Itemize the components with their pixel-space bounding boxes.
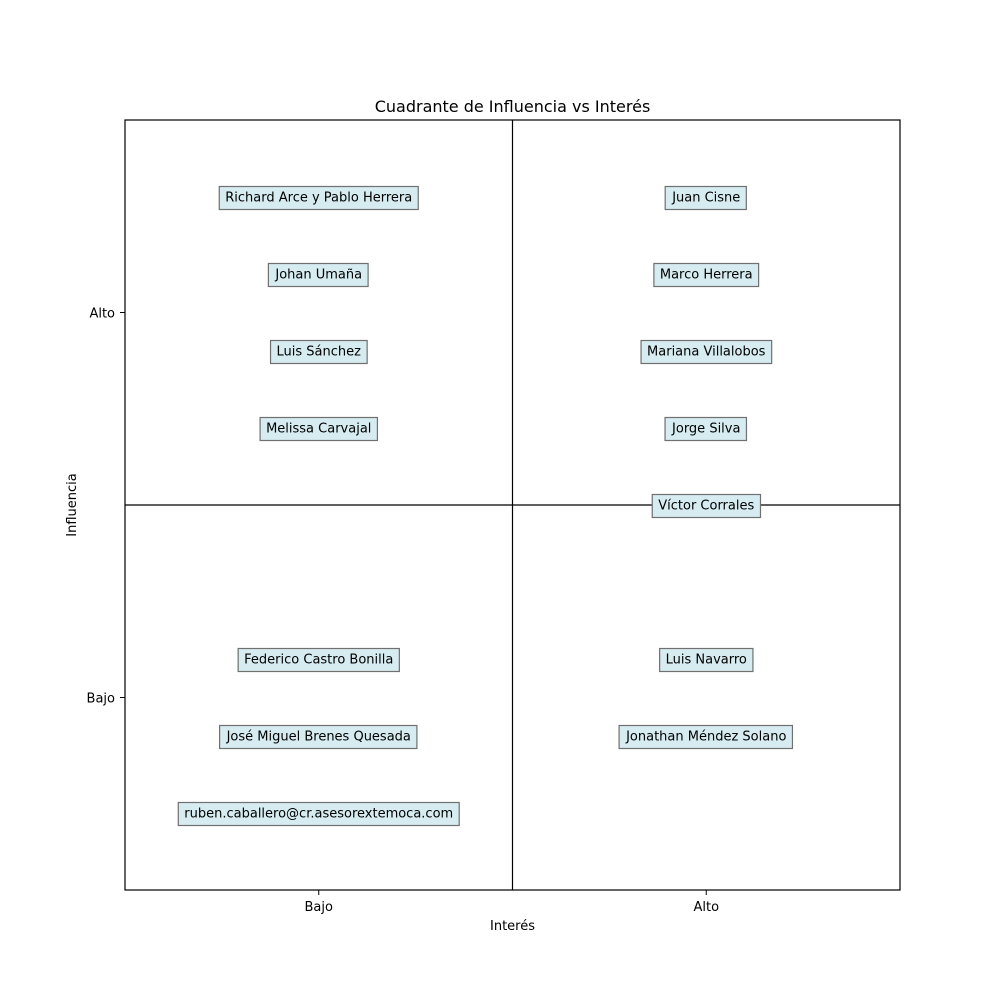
point-label-box: Juan Cisne [664, 185, 747, 211]
plot-frame [124, 119, 901, 891]
point-box [177, 801, 460, 827]
point-label-box: Mariana Villalobos [640, 339, 773, 365]
point-box [651, 493, 762, 519]
point-box [664, 185, 747, 211]
point-box [618, 724, 794, 750]
x-axis-label: Interés [490, 919, 535, 934]
point-box [218, 185, 419, 211]
point-label: Jorge Silva [671, 422, 740, 437]
point-label-box: Jorge Silva [664, 416, 748, 442]
point-label-box: Luis Navarro [659, 647, 754, 673]
point-label: Johan Umaña [274, 268, 362, 283]
y-tick-label: Bajo [87, 692, 115, 707]
point-label-box: Luis Sánchez [269, 339, 368, 365]
point-box [653, 262, 760, 288]
x-tick-label: Bajo [305, 900, 333, 915]
point-label-box: José Miguel Brenes Quesada [218, 724, 418, 750]
point-label: Juan Cisne [671, 191, 740, 206]
point-label-box: Federico Castro Bonilla [237, 647, 400, 673]
point-box [659, 647, 754, 673]
plot-area: Richard Arce y Pablo Herrera Johan Umaña L… [87, 119, 901, 915]
point-label-box: Johan Umaña [267, 262, 369, 288]
point-label-box: Víctor Corrales [651, 493, 762, 519]
point-label-box: Jonathan Méndez Solano [618, 724, 794, 750]
point-box [237, 647, 400, 673]
point-label: Luis Sánchez [277, 345, 362, 360]
point-box [640, 339, 773, 365]
point-label: Luis Navarro [666, 653, 747, 668]
point-box [269, 339, 368, 365]
chart-title: Cuadrante de Influencia vs Interés [375, 97, 651, 116]
point-label: Jonathan Méndez Solano [625, 730, 786, 745]
x-tick-label: Alto [693, 900, 719, 915]
point-label: Marco Herrera [660, 268, 753, 283]
point-label-box: Melissa Carvajal [259, 416, 379, 442]
point-label: Richard Arce y Pablo Herrera [225, 191, 412, 206]
point-label-box: Marco Herrera [653, 262, 760, 288]
point-label: Mariana Villalobos [647, 345, 766, 360]
point-box [664, 416, 748, 442]
point-label: Federico Castro Bonilla [244, 653, 393, 668]
y-tick-label: Alto [89, 307, 115, 322]
point-label-box: Richard Arce y Pablo Herrera [218, 185, 419, 211]
point-label: Víctor Corrales [658, 499, 754, 514]
point-label-box: ruben.caballero@cr.asesorextemoca.com [177, 801, 460, 827]
y-axis-label: Influencia [65, 473, 80, 536]
point-label: ruben.caballero@cr.asesorextemoca.com [184, 807, 453, 822]
point-box [259, 416, 379, 442]
point-label: Melissa Carvajal [266, 422, 371, 437]
point-box [267, 262, 369, 288]
point-label: José Miguel Brenes Quesada [226, 730, 411, 745]
point-box [218, 724, 418, 750]
